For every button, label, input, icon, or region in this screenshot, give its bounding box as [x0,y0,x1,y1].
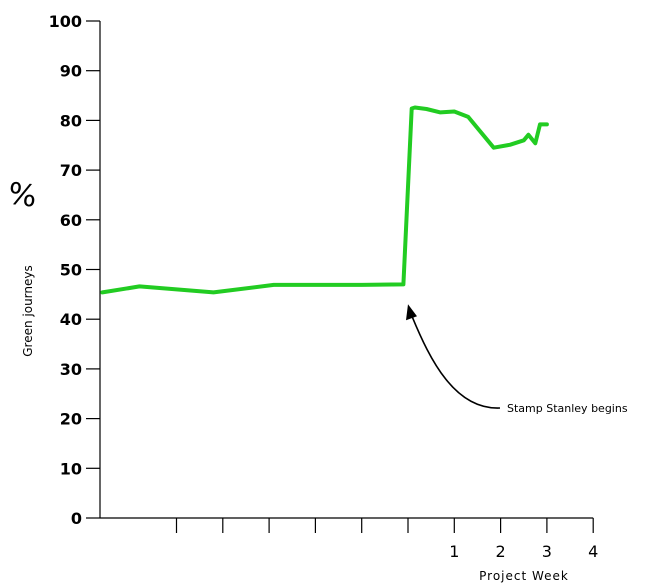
y-tick-label: 70 [60,161,82,180]
y-tick-label: 80 [60,111,82,130]
x-tick-label: 1 [449,542,459,561]
annotation-text: Stamp Stanley begins [507,402,628,415]
y-tick-label: 30 [60,360,82,379]
arrowhead [406,304,417,321]
y-tick-label: 20 [60,410,82,429]
y-tick-label: 10 [60,459,82,478]
x-tick-label: 4 [588,542,598,561]
y-tick-label: 90 [60,62,82,81]
green-journeys-line [100,105,549,295]
y-tick-label: 60 [60,211,82,230]
y-axis-percent-symbol: % [6,176,39,215]
y-tick-label: 100 [49,12,82,31]
x-axis-ticks: 1 2 3 4 [175,518,598,561]
y-axis-ticks: 0 10 20 30 40 50 60 70 80 90 100 [49,12,100,528]
x-axis-label: Project Week [479,569,569,583]
axes [99,21,594,519]
y-tick-label: 0 [71,509,82,528]
annotation-layer: Stamp Stanley begins [406,304,628,415]
x-tick-label: 2 [496,542,506,561]
y-tick-label: 50 [60,261,82,280]
series-layer [100,105,549,295]
annotation-arrow [411,315,501,409]
y-tick-label: 40 [60,310,82,329]
y-axis-label: Green journeys [21,265,35,357]
x-tick-label: 3 [542,542,552,561]
